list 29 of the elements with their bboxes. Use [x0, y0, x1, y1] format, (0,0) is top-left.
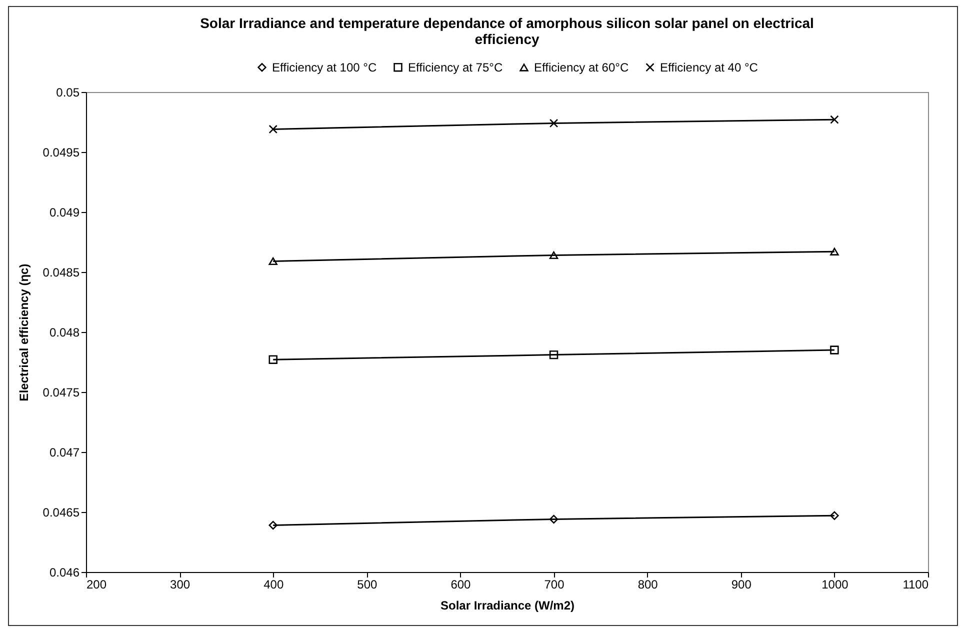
- x-tick-label: 700: [544, 578, 565, 592]
- x-tick-label: 300: [170, 578, 190, 592]
- chart-title: Solar Irradiance and temperature dependance of amorphous silicon solar panel on electrical efficiency: [200, 15, 814, 47]
- point: [268, 124, 278, 134]
- y-tick-label: 0.0465: [42, 506, 80, 520]
- point: [549, 118, 558, 128]
- legend-label: Efficiency at 75°C: [408, 60, 503, 74]
- x-tick-label: 1100: [902, 578, 929, 592]
- y-tick-label: 0.049: [49, 206, 80, 220]
- legend-label: Efficiency at 40 °C: [660, 60, 758, 74]
- y-tick-label: 0.0485: [42, 266, 80, 280]
- x-tick-label: 600: [450, 578, 472, 592]
- y-tick-label: 0.047: [49, 446, 80, 460]
- y-tick-label: 0.046: [49, 566, 80, 580]
- y-tick-label: 0.05: [56, 86, 80, 100]
- y-tick-label: 0.0475: [42, 386, 80, 400]
- x-tick-label: 900: [731, 578, 752, 592]
- y-axis-title: Electrical efficiency (ηc): [16, 264, 31, 402]
- x-tick-label: 1000: [822, 578, 849, 592]
- point: [830, 115, 839, 124]
- x-tick-label: 200: [86, 578, 107, 592]
- legend-label: Efficiency at 60°C: [534, 60, 629, 74]
- x-axis-title: Solar Irradiance (W/m2): [440, 598, 575, 612]
- x-tick-label: 800: [638, 578, 658, 592]
- y-tick-label: 0.048: [49, 326, 80, 340]
- y-tick-label: 0.0495: [42, 146, 80, 160]
- legend-label: Efficiency at 100 °C: [272, 60, 377, 74]
- x-tick-label: 400: [264, 578, 284, 592]
- x-tick-label: 500: [357, 578, 378, 592]
